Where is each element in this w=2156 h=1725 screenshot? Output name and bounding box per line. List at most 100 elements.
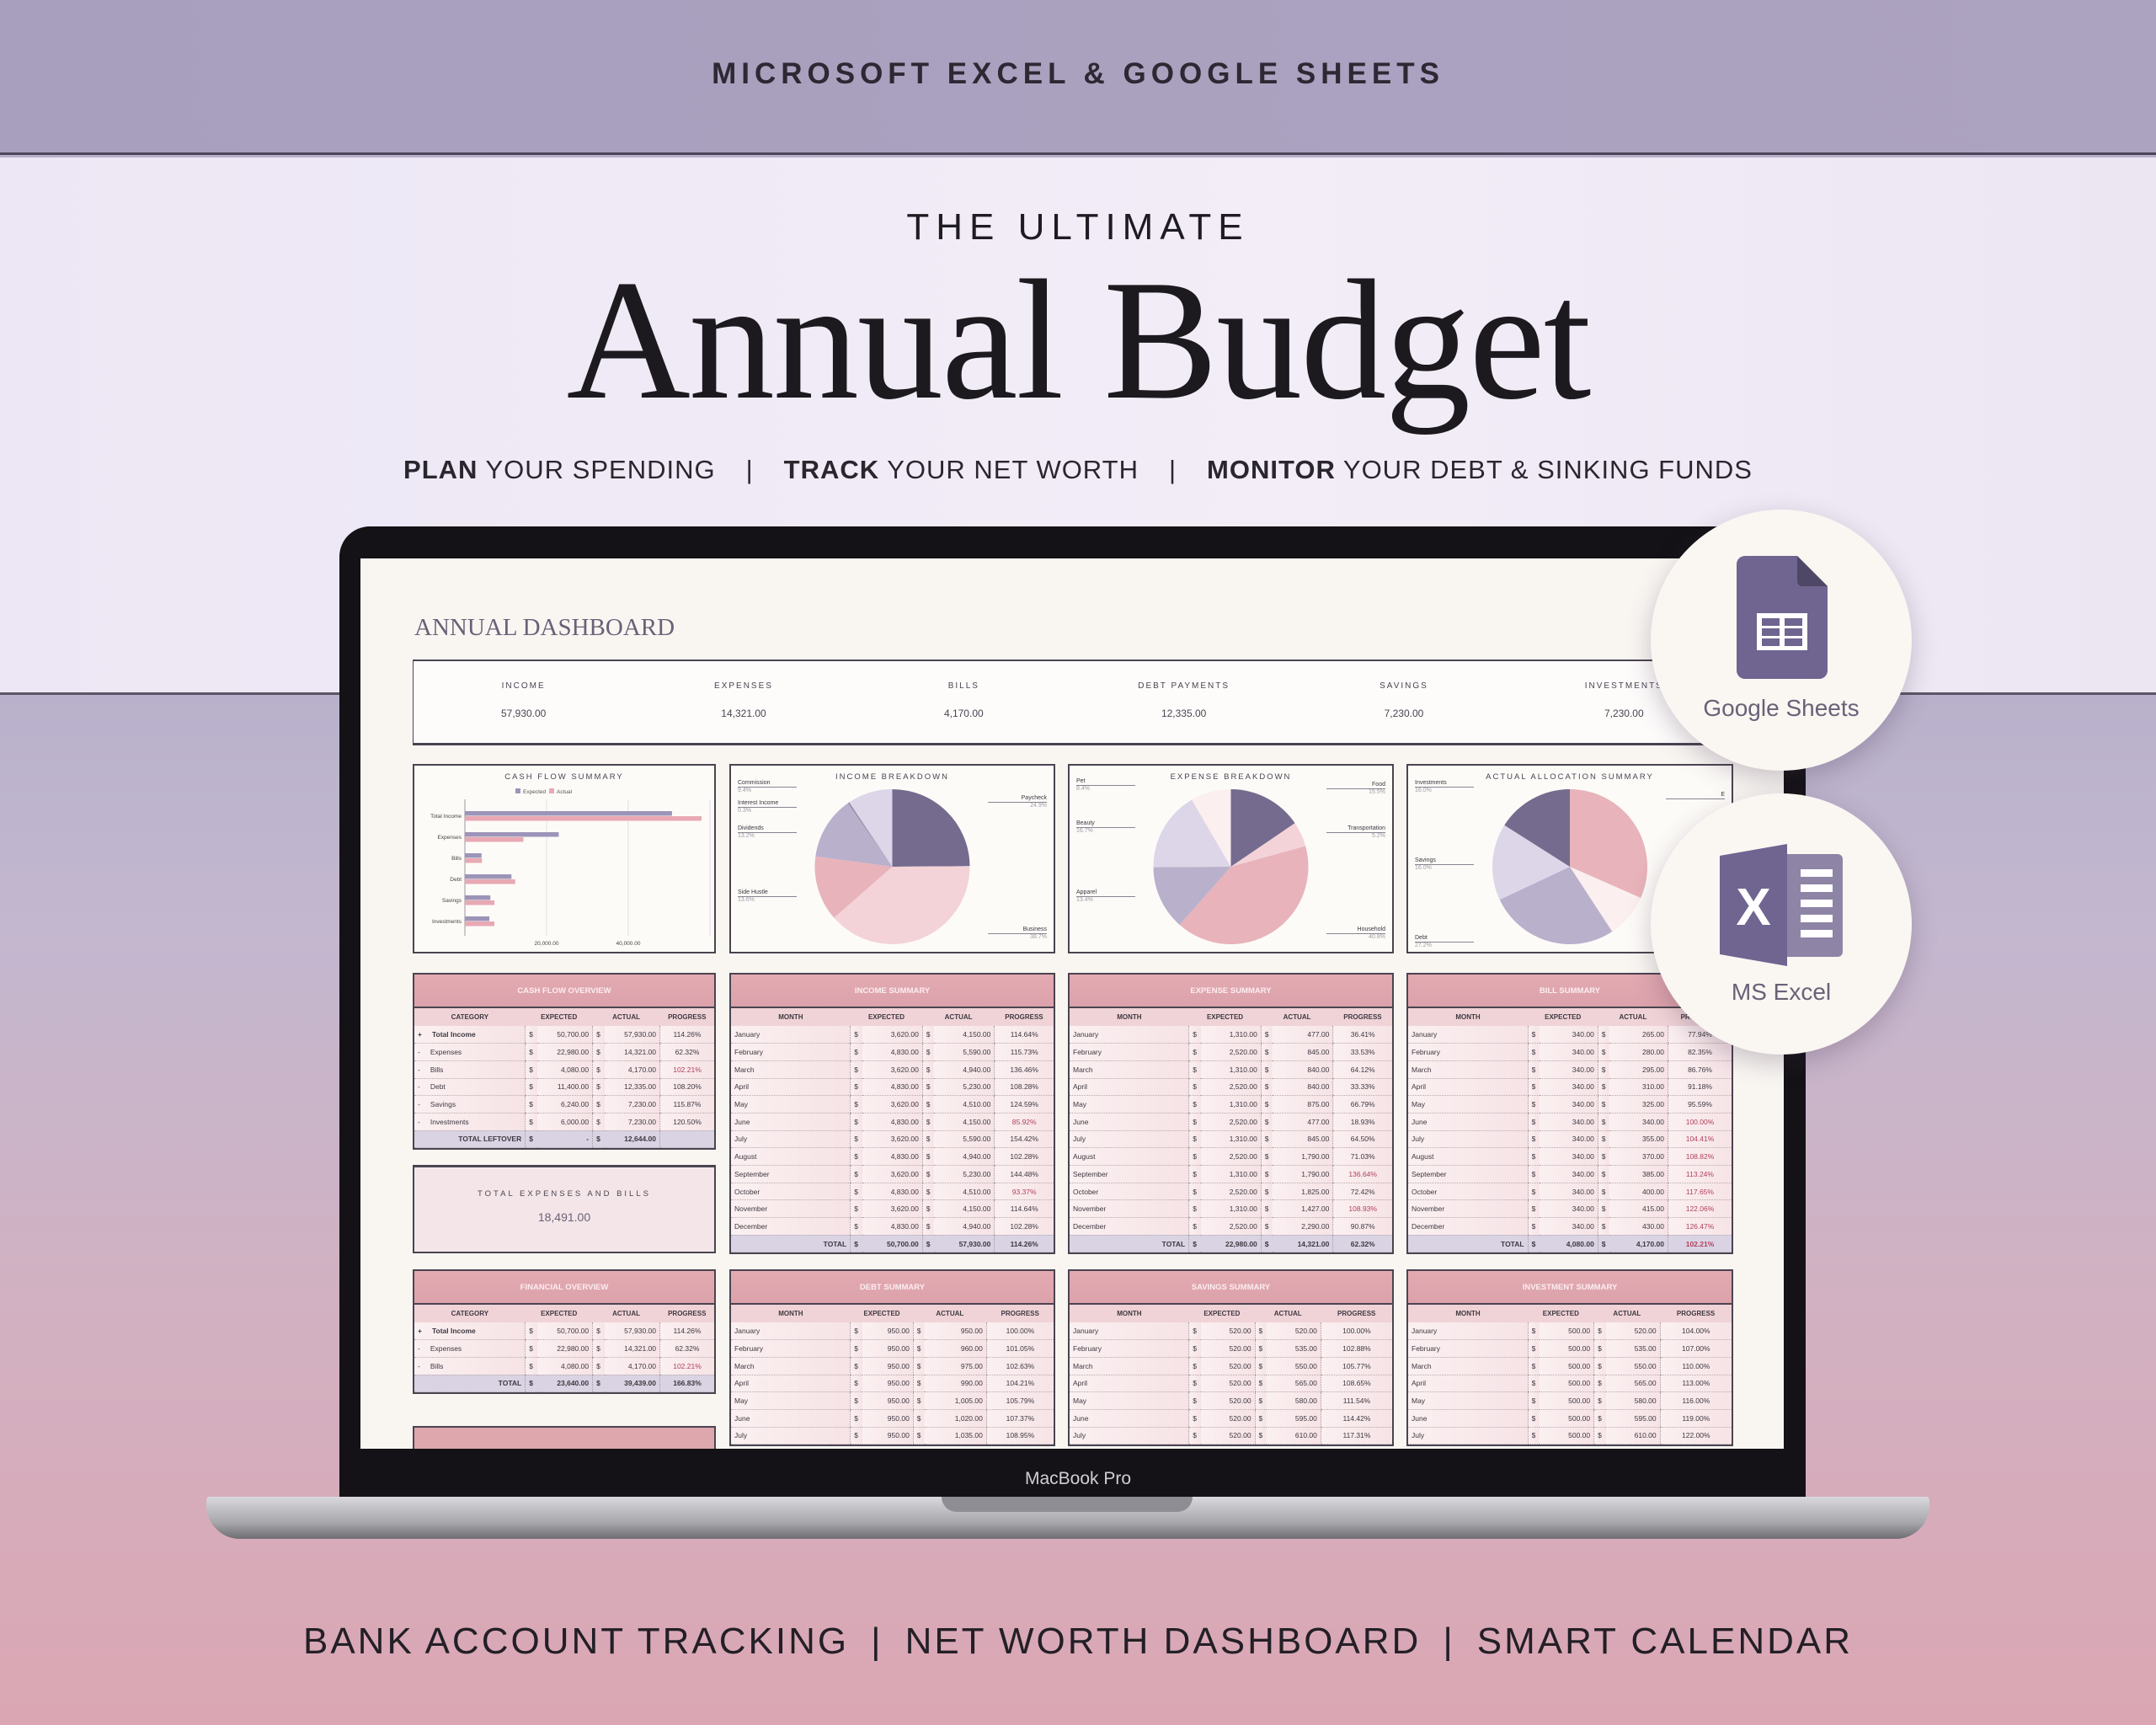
row-label: - Debt	[414, 1078, 526, 1097]
chart-title: CASH FLOW SUMMARY	[504, 772, 624, 782]
pie-label: Transportation 5.2%	[1348, 825, 1385, 840]
actual-value: 4,150.00	[934, 1026, 995, 1044]
table-row: April $2,520.00 $840.00 33.33%	[1070, 1078, 1392, 1097]
row-label-text: April	[734, 1082, 750, 1092]
table-title-text: BILL SUMMARY	[1539, 986, 1601, 996]
currency-symbol: $	[921, 1026, 935, 1044]
currency-symbol: $	[1188, 1375, 1201, 1393]
actual-value: 5,590.00	[934, 1043, 995, 1061]
row-marker: -	[418, 1100, 420, 1109]
row-label: November	[731, 1199, 851, 1219]
table-row: November $340.00 $415.00 122.06%	[1408, 1199, 1732, 1219]
currency-symbol: $	[1597, 1199, 1610, 1219]
leader-line	[1666, 798, 1725, 799]
currency-symbol: $	[921, 1165, 935, 1183]
row-label-text: March	[734, 1361, 755, 1370]
pie-label: Savings 16.0%	[1415, 857, 1436, 872]
currency-symbol: $	[1597, 1235, 1610, 1253]
column-header: PROGRESS	[1660, 1305, 1732, 1322]
progress-value: 107.00%	[1659, 1339, 1732, 1358]
pie-label-name: Debt	[1415, 935, 1428, 941]
currency-symbol: $	[850, 1147, 862, 1166]
actual-value: 7,230.00	[604, 1095, 660, 1114]
pie-label: Investments 16.0%	[1415, 779, 1447, 794]
expected-value: 22,980.00	[1200, 1235, 1262, 1253]
row-label-text: July	[1073, 1135, 1086, 1144]
separator: |	[871, 1621, 883, 1662]
row-label-text: Total Income	[431, 1030, 476, 1039]
currency-symbol: $	[1260, 1235, 1273, 1253]
row-label-text: TOTAL	[823, 1239, 847, 1248]
table-row: April $340.00 $310.00 91.18%	[1408, 1078, 1732, 1097]
currency-symbol: $	[921, 1113, 935, 1131]
actual-value: 400.00	[1609, 1183, 1668, 1201]
currency-symbol: $	[1188, 1357, 1201, 1375]
category-label: Savings	[442, 898, 462, 904]
currency-symbol: $	[1597, 1165, 1610, 1183]
progress-value: 90.87%	[1332, 1217, 1392, 1236]
expected-value: 520.00	[1200, 1339, 1256, 1358]
separator: |	[1168, 455, 1177, 484]
table-row: - Expenses $22,980.00 $14,321.00 62.32%	[414, 1043, 714, 1061]
row-label: December	[1408, 1217, 1529, 1236]
currency-symbol: $	[1260, 1130, 1273, 1149]
pie-label: Beauty 16.7%	[1076, 820, 1095, 835]
actual-value: 14,321.00	[604, 1043, 660, 1061]
table-row: September $340.00 $385.00 113.24%	[1408, 1165, 1732, 1183]
currency-symbol: $	[1527, 1078, 1540, 1097]
expected-value: 23,640.00	[536, 1375, 593, 1393]
pie-slice-pet	[1192, 789, 1231, 867]
currency-symbol: $	[1188, 1409, 1201, 1428]
row-label: - Bills	[414, 1060, 526, 1079]
currency-symbol: $	[1254, 1427, 1267, 1445]
progress-value: 114.26%	[659, 1026, 714, 1044]
currency-symbol: $	[1593, 1375, 1606, 1393]
expense-breakdown-chart: EXPENSE BREAKDOWN Food 15.5% Transportation…	[1068, 764, 1394, 953]
row-label-text: January	[734, 1327, 760, 1336]
progress-value: 108.82%	[1668, 1147, 1732, 1166]
row-label-text: TOTAL	[1161, 1239, 1186, 1248]
currency-symbol: $	[1527, 1043, 1540, 1061]
row-label-text: September	[1412, 1169, 1447, 1178]
row-label: June	[1408, 1409, 1529, 1428]
table-row: - Bills $4,080.00 $4,170.00 102.21%	[414, 1357, 714, 1375]
leader-line	[1076, 896, 1135, 897]
table-row: January $500.00 $520.00 104.00%	[1408, 1322, 1732, 1341]
pie-label-value: 9.4%	[738, 788, 751, 793]
actual-value: 4,940.00	[934, 1060, 995, 1079]
actual-value: 430.00	[1609, 1217, 1668, 1236]
progress-value: 114.26%	[994, 1235, 1054, 1253]
expected-value: -	[536, 1130, 593, 1149]
row-label: December	[1070, 1217, 1189, 1236]
row-label: September	[731, 1165, 851, 1183]
actual-value: 1,427.00	[1273, 1199, 1333, 1219]
progress-value: 113.00%	[1659, 1375, 1732, 1393]
currency-symbol: $	[1260, 1165, 1273, 1183]
table-row: March $950.00 $975.00 102.63%	[731, 1357, 1054, 1375]
table-row: July $950.00 $1,035.00 108.95%	[731, 1427, 1054, 1445]
row-label: May	[731, 1095, 851, 1114]
feature-3-bold: MONITOR	[1207, 455, 1336, 484]
table-row: - Savings $6,240.00 $7,230.00 115.87%	[414, 1095, 714, 1114]
row-label-text: February	[1073, 1048, 1102, 1057]
currency-symbol: $	[1188, 1078, 1201, 1097]
row-label: May	[1070, 1095, 1189, 1114]
feature-1-rest: YOUR SPENDING	[478, 455, 716, 484]
table-row: - Bills $4,080.00 $4,170.00 102.21%	[414, 1060, 714, 1079]
row-label-text: February	[1412, 1048, 1441, 1057]
total-row: TOTAL $50,700.00 $57,930.00 114.26%	[731, 1235, 1054, 1253]
income-summary-table: INCOME SUMMARY MONTH EXPECTED ACTUAL PROGRES…	[729, 973, 1055, 1255]
kpi-value: 7,230.00	[1604, 708, 1644, 719]
pie-label-value: 16.0%	[1415, 865, 1432, 871]
row-label: May	[1408, 1391, 1529, 1410]
currency-symbol: $	[1593, 1357, 1606, 1375]
row-label: July	[731, 1130, 851, 1149]
actual-value: 610.00	[1267, 1427, 1321, 1445]
pie-label: Side Hustle 13.6%	[738, 889, 768, 904]
expected-value: 500.00	[1540, 1339, 1594, 1358]
actual-value: 4,170.00	[1609, 1235, 1668, 1253]
row-label: October	[1070, 1183, 1189, 1201]
total-row: TOTAL $23,640.00 $39,439.00 166.83%	[414, 1375, 714, 1393]
expected-value: 340.00	[1540, 1078, 1598, 1097]
expected-value: 4,830.00	[862, 1217, 923, 1236]
